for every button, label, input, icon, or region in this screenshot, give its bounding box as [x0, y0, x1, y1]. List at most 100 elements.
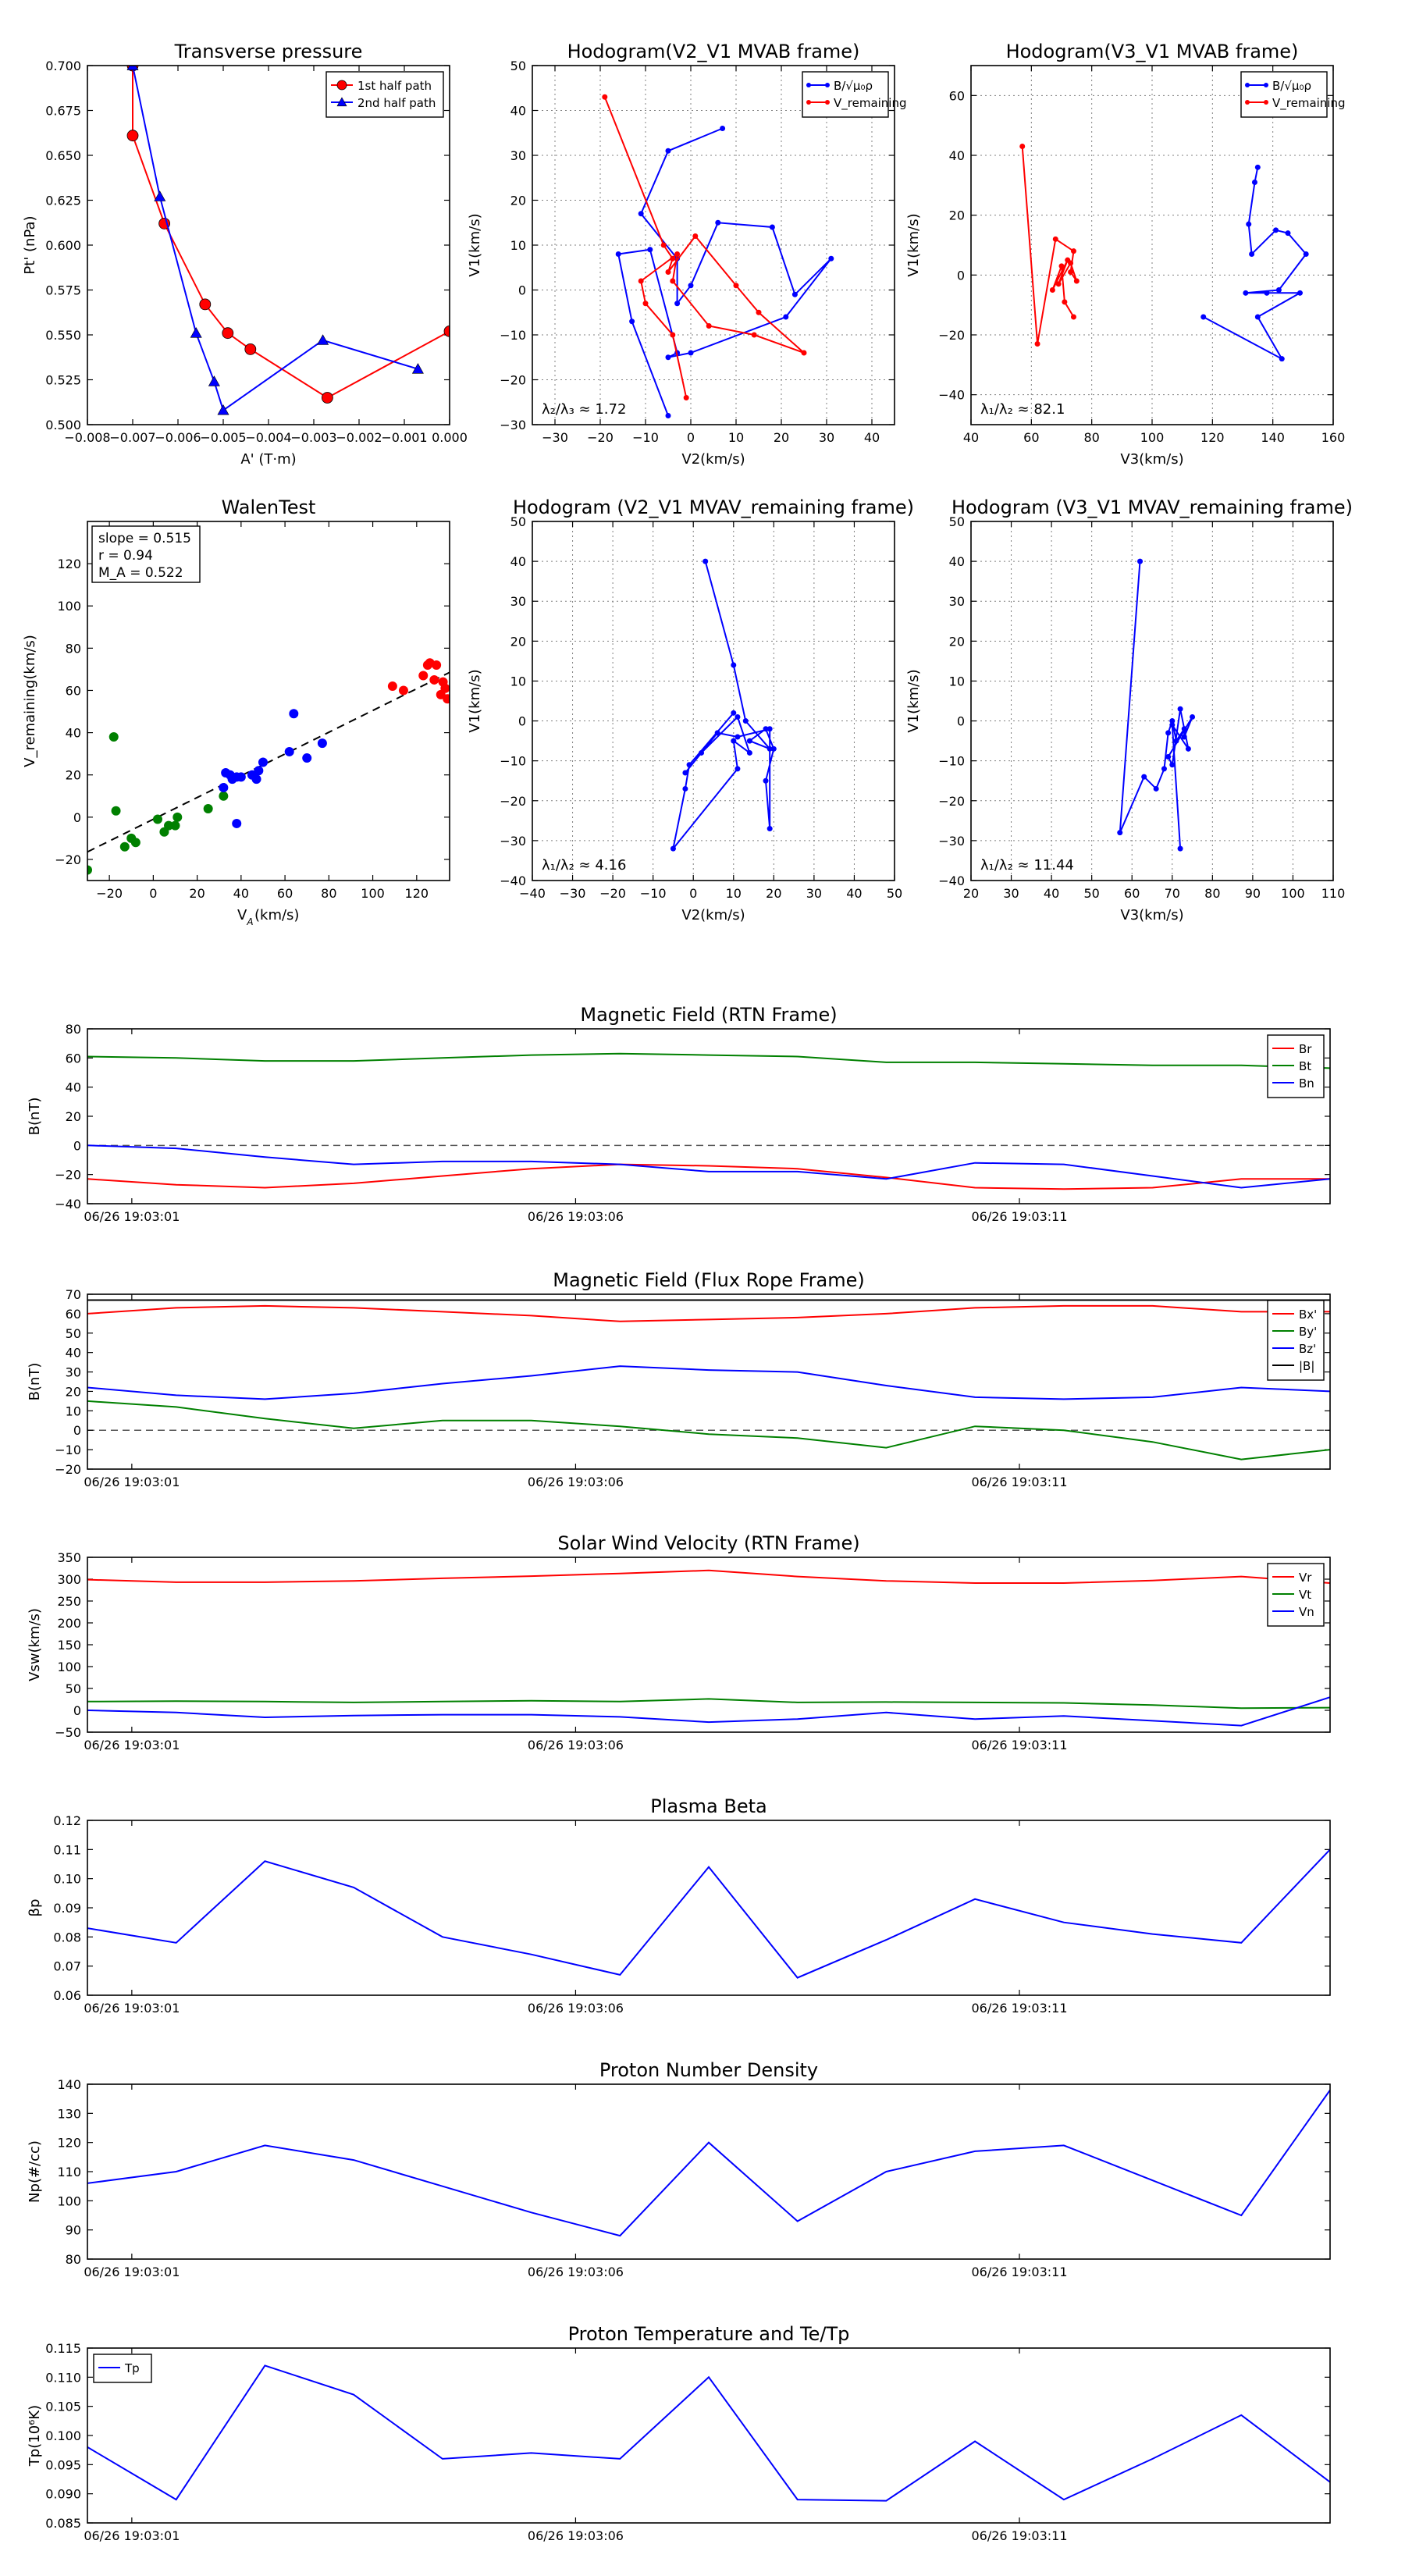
data-point	[706, 323, 712, 329]
series-line-1	[87, 1569, 1330, 1584]
y-tick-label: 0	[73, 1423, 81, 1438]
chart-6: Hodogram (V3_V1 MVAV_remaining frame) 20 3…	[905, 496, 1353, 923]
data-point	[682, 770, 688, 776]
x-tick-label: 60	[1023, 430, 1039, 445]
data-point	[767, 826, 773, 832]
plot-frame	[970, 521, 1334, 881]
x-tick-label: 80	[1083, 430, 1099, 445]
data-point	[258, 757, 268, 767]
data-point	[254, 766, 264, 776]
legend-marker	[336, 97, 347, 107]
data-point	[670, 255, 676, 262]
y-tick-label: 0	[73, 810, 81, 825]
data-point	[411, 363, 424, 374]
data-point	[1177, 706, 1183, 712]
x-tick-label: 160	[1321, 430, 1346, 445]
x-tick-label: 40	[1044, 886, 1059, 901]
legend-label: V_remaining	[834, 96, 907, 111]
data-point	[87, 865, 92, 875]
y-tick-label: 0.550	[45, 328, 81, 343]
data-point	[173, 812, 183, 822]
chart-title: Magnetic Field (Flux Rope Frame)	[553, 1269, 864, 1291]
x-tick-label: 0	[149, 886, 157, 901]
chart-8: Magnetic Field (Flux Rope Frame) 06/26 19…	[27, 1269, 1331, 1489]
y-tick-label: −10	[500, 328, 526, 343]
data-point	[1052, 236, 1058, 242]
y-tick-label: −50	[55, 1725, 81, 1740]
y-tick-label: 0.100	[45, 2428, 81, 2443]
x-tick-label: 06/26 19:03:01	[84, 2265, 180, 2279]
y-tick-label: 50	[66, 1326, 81, 1341]
data-point	[1141, 774, 1147, 780]
plot-area	[87, 1299, 1330, 1461]
y-tick-label: 0.12	[53, 1813, 81, 1828]
data-point	[742, 718, 749, 724]
data-point	[244, 343, 257, 355]
y-tick-label: 0.110	[45, 2370, 81, 2385]
x-tick-label: 06/26 19:03:06	[528, 1209, 624, 1224]
data-point	[130, 838, 140, 848]
x-tick-label: 50	[1083, 886, 1099, 901]
y-tick-label: 20	[510, 194, 526, 208]
y-tick-label: −20	[938, 328, 965, 343]
plot-area	[87, 658, 450, 875]
series-line-2	[603, 96, 805, 398]
y-tick-label: −20	[55, 1462, 81, 1477]
y-tick-label: 120	[57, 2136, 81, 2151]
chart-4: WalenTest −20 0 20 40 60 80 100 120 −20 0 20 40 60 80 1…	[22, 496, 450, 927]
data-point	[1264, 290, 1270, 296]
y-tick-label: −40	[55, 1197, 81, 1212]
y-tick-label: 0.085	[45, 2516, 81, 2531]
y-tick-label: 50	[510, 514, 526, 529]
x-tick-label: 06/26 19:03:11	[971, 2001, 1067, 2016]
chart-11: Proton Number Density 06/26 19:03:01 06/26…	[27, 2059, 1331, 2279]
x-tick-label: 0	[689, 886, 697, 901]
chart-1: Transverse pressure−0.008−0.007−0.006−0.…	[22, 41, 468, 468]
y-tick-label: 50	[949, 514, 965, 529]
x-tick-label: 20	[189, 886, 205, 901]
data-point	[217, 404, 229, 415]
data-point	[154, 190, 166, 201]
data-point	[232, 818, 242, 828]
chart-title: Transverse pressure	[174, 41, 363, 62]
legend-label: Bt	[1299, 1059, 1311, 1073]
data-point	[642, 301, 649, 307]
data-point	[1055, 281, 1062, 287]
x-tick-label: 06/26 19:03:11	[971, 1738, 1067, 1752]
data-point	[1169, 762, 1176, 768]
plot-area	[87, 2364, 1330, 2502]
plot-frame	[532, 65, 895, 425]
x-tick-label: 30	[806, 886, 822, 901]
x-tick-label: 60	[1124, 886, 1140, 901]
y-tick-label: 40	[510, 554, 526, 569]
x-tick-label: 06/26 19:03:01	[84, 2001, 180, 2016]
data-point	[692, 233, 699, 239]
x-tick-label: 06/26 19:03:01	[84, 2528, 180, 2543]
y-tick-label: 60	[949, 88, 965, 103]
data-point	[670, 845, 676, 852]
chart-10: Plasma Beta 06/26 19:03:01 06/26 19:03:06 0…	[27, 1795, 1331, 2016]
fit-line	[87, 671, 450, 853]
data-point	[733, 283, 739, 289]
data-point	[1049, 287, 1055, 293]
data-point	[1243, 290, 1249, 296]
y-tick-label: 0.650	[45, 148, 81, 163]
x-tick-label: −40	[519, 886, 546, 901]
y-tick-label: 20	[949, 634, 965, 649]
data-point	[746, 738, 752, 744]
y-tick-label: 300	[57, 1572, 81, 1587]
y-tick-label: 0.105	[45, 2400, 81, 2414]
x-tick-label: 06/26 19:03:06	[528, 1475, 624, 1489]
x-axis-label: V2(km/s)	[681, 907, 745, 923]
chart-title: Solar Wind Velocity (RTN Frame)	[557, 1532, 859, 1554]
stats-box	[91, 525, 201, 583]
x-tick-label: −0.003	[290, 430, 336, 445]
x-tick-label: 06/26 19:03:11	[971, 2528, 1067, 2543]
legend: Vr Vt Vn	[1267, 1563, 1325, 1627]
data-point	[674, 251, 681, 257]
chart-2: Hodogram(V2_V1 MVAB frame) −30 −20 −10 0 10 20…	[467, 41, 907, 468]
data-point	[602, 94, 608, 100]
y-tick-label: −20	[55, 852, 81, 867]
x-tick-label: 100	[1281, 886, 1305, 901]
x-tick-label: 06/26 19:03:06	[528, 2528, 624, 2543]
